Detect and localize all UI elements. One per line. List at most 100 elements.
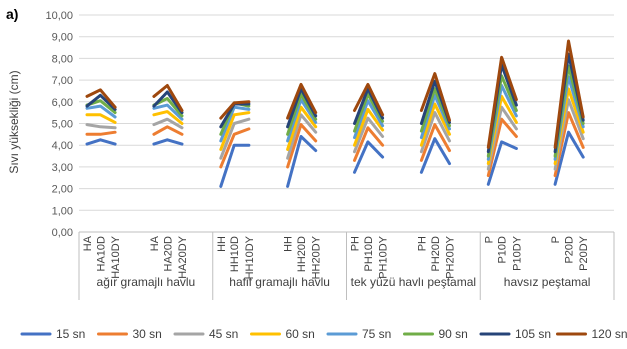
series-line-90-sn [353, 92, 385, 133]
y-axis-label: Sıvı yüksekliği (cm) [7, 70, 21, 173]
y-tick-label: 2,00 [52, 184, 73, 196]
x-category-label: HA20DY [177, 235, 189, 278]
series-line-120-sn [219, 100, 251, 120]
series-line-45-sn [219, 117, 251, 160]
series-line-60-sn [353, 107, 385, 147]
series-line-120-sn [353, 82, 385, 117]
series-line-120-sn [85, 88, 117, 109]
x-category-label: P [483, 236, 495, 243]
series-line-45-sn [152, 117, 184, 130]
series-line-120-sn [419, 72, 451, 122]
legend-label: 45 sn [209, 327, 238, 341]
series-line-75-sn [353, 99, 385, 140]
series-line-75-sn [85, 104, 117, 119]
x-category-label: HH10DY [244, 235, 256, 279]
series-line-105-sn [286, 87, 318, 129]
y-tick-labels: 0,00 1,00 2,00 3,00 4,00 5,00 6,00 7,00 8,00 9,00… [45, 10, 73, 239]
y-tick-label: 10,00 [45, 10, 73, 22]
group-label: hafif gramajlı havlu [229, 275, 330, 289]
series-lines [85, 39, 585, 188]
series-line-120-sn [486, 55, 518, 149]
legend-label: 105 sn [515, 327, 551, 341]
legend-label: 90 sn [439, 327, 468, 341]
x-category-label: HH [216, 236, 228, 252]
x-category-label: HH10D [229, 236, 241, 272]
series-line-30-sn [419, 123, 451, 162]
series-line-45-sn [85, 123, 117, 130]
legend-label: 75 sn [362, 327, 391, 341]
series-line-15-sn [553, 130, 585, 186]
series-line-30-sn [85, 130, 117, 136]
y-tick-label: 5,00 [52, 119, 73, 131]
x-category-label: PH [350, 236, 362, 251]
y-tick-label: 7,00 [52, 75, 73, 87]
series-line-75-sn [286, 98, 318, 143]
series-line-120-sn [286, 82, 318, 120]
x-category-label: PH10DY [378, 235, 390, 278]
series-line-45-sn [353, 116, 385, 154]
y-tick-label: 4,00 [52, 140, 73, 152]
series-line-120-sn [553, 39, 585, 149]
series-line-15-sn [152, 138, 184, 146]
series-line-60-sn [286, 105, 318, 151]
series-line-15-sn [286, 135, 318, 188]
series-line-30-sn [286, 123, 318, 169]
y-tick-label: 3,00 [52, 162, 73, 174]
series-line-105-sn [353, 87, 385, 125]
series-line-60-sn [85, 113, 117, 124]
x-category-label: PH20DY [445, 235, 457, 278]
x-category-label: HA [82, 235, 94, 251]
x-category-label: P20DY [578, 235, 590, 271]
series-line-120-sn [152, 84, 184, 112]
legend-label: 30 sn [133, 327, 162, 341]
y-tick-label: 0,00 [52, 227, 73, 239]
series-line-90-sn [419, 87, 451, 133]
x-category-label: PH20D [430, 236, 442, 272]
series-line-15-sn [353, 140, 385, 174]
group-label: havsız peştamal [504, 275, 591, 289]
y-tick-label: 1,00 [52, 205, 73, 217]
series-line-60-sn [152, 110, 184, 125]
legend-label: 15 sn [56, 327, 85, 341]
x-category-label: PH [416, 236, 428, 251]
x-category-label: HA10DY [110, 235, 122, 278]
y-tick-label: 6,00 [52, 97, 73, 109]
series-line-105-sn [85, 93, 117, 111]
x-category-label: P [550, 236, 562, 243]
legend: 15 sn 30 sn 45 sn 60 sn 75 sn 90 sn 105 sn 120 … [20, 327, 627, 341]
group-label: ağır gramajlı havlu [97, 275, 196, 289]
y-tick-label: 8,00 [52, 53, 73, 65]
legend-label: 120 sn [592, 327, 627, 341]
x-category-label: PH10D [363, 236, 375, 272]
series-line-15-sn [486, 140, 518, 186]
y-tick-label: 9,00 [52, 32, 73, 44]
x-category-label: HA [149, 235, 161, 251]
series-line-75-sn [152, 103, 184, 121]
x-category-label: HH [283, 236, 295, 252]
series-line-15-sn [419, 137, 451, 174]
series-line-45-sn [286, 113, 318, 160]
x-category-label: HH20D [296, 236, 308, 272]
x-category-label: HA20D [162, 236, 174, 272]
series-line-30-sn [553, 111, 585, 178]
x-category-label: P10D [497, 236, 509, 264]
group-label: tek yüzü havlı peştamal [351, 275, 476, 289]
x-category-label: P20D [564, 236, 576, 264]
x-category-label: P10DY [511, 235, 523, 271]
x-category-label: HH20DY [311, 235, 323, 279]
series-line-75-sn [219, 105, 251, 143]
series-line-60-sn [419, 102, 451, 147]
series-line-105-sn [152, 90, 184, 115]
series-line-75-sn [419, 93, 451, 140]
legend-label: 60 sn [286, 327, 315, 341]
series-line-15-sn [219, 143, 251, 188]
series-line-30-sn [152, 125, 184, 136]
series-line-90-sn [286, 92, 318, 136]
series-line-30-sn [353, 126, 385, 162]
series-line-30-sn [486, 117, 518, 178]
series-line-45-sn [419, 111, 451, 154]
series-line-15-sn [85, 138, 117, 146]
x-category-label: HA10D [95, 236, 107, 272]
